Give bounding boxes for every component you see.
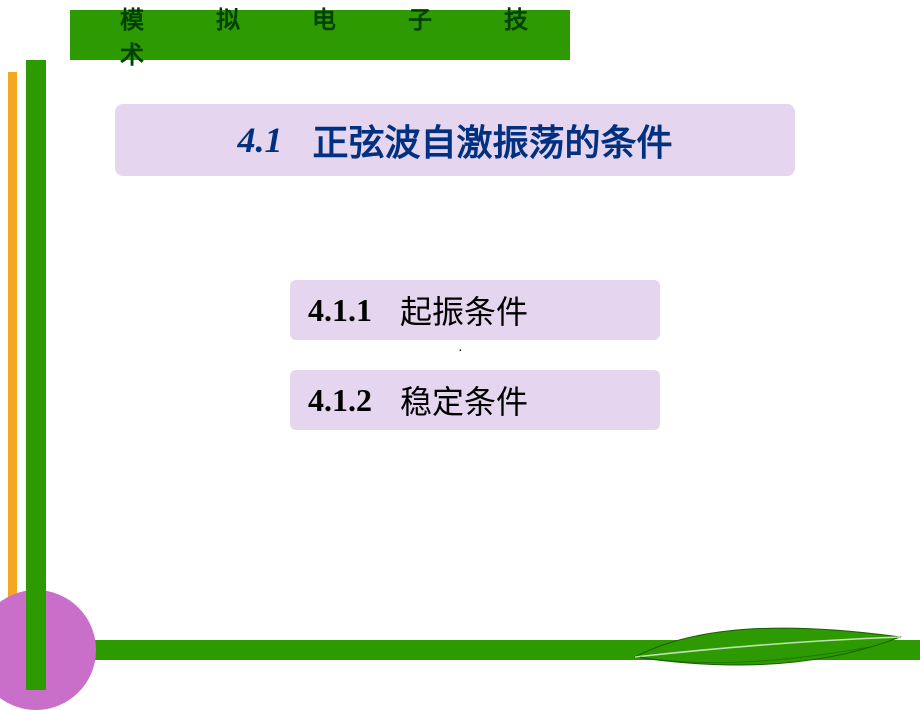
subsection-text-1: 起振条件 bbox=[400, 287, 528, 333]
leaf-icon bbox=[630, 602, 910, 682]
subsection-number-2: 4.1.2 bbox=[308, 382, 372, 419]
section-title-box: 4.1 正弦波自激振荡的条件 bbox=[115, 104, 795, 176]
orange-vertical-bar bbox=[8, 72, 17, 620]
header-bar: 模 拟 电 子 技 术 bbox=[70, 10, 570, 60]
section-title-text: 正弦波自激振荡的条件 bbox=[312, 114, 672, 166]
subsection-text-2: 稳定条件 bbox=[400, 377, 528, 423]
header-title: 模 拟 电 子 技 术 bbox=[120, 0, 570, 70]
subsection-box-2: 4.1.2 稳定条件 bbox=[290, 370, 660, 430]
green-bar-over-circle-vert bbox=[26, 590, 46, 690]
subsection-number-1: 4.1.1 bbox=[308, 292, 372, 329]
green-vertical-bar bbox=[26, 60, 46, 642]
purple-circle-icon bbox=[0, 590, 96, 710]
section-number: 4.1 bbox=[237, 119, 282, 161]
subsection-box-1: 4.1.1 起振条件 bbox=[290, 280, 660, 340]
center-dot: · bbox=[458, 344, 463, 360]
